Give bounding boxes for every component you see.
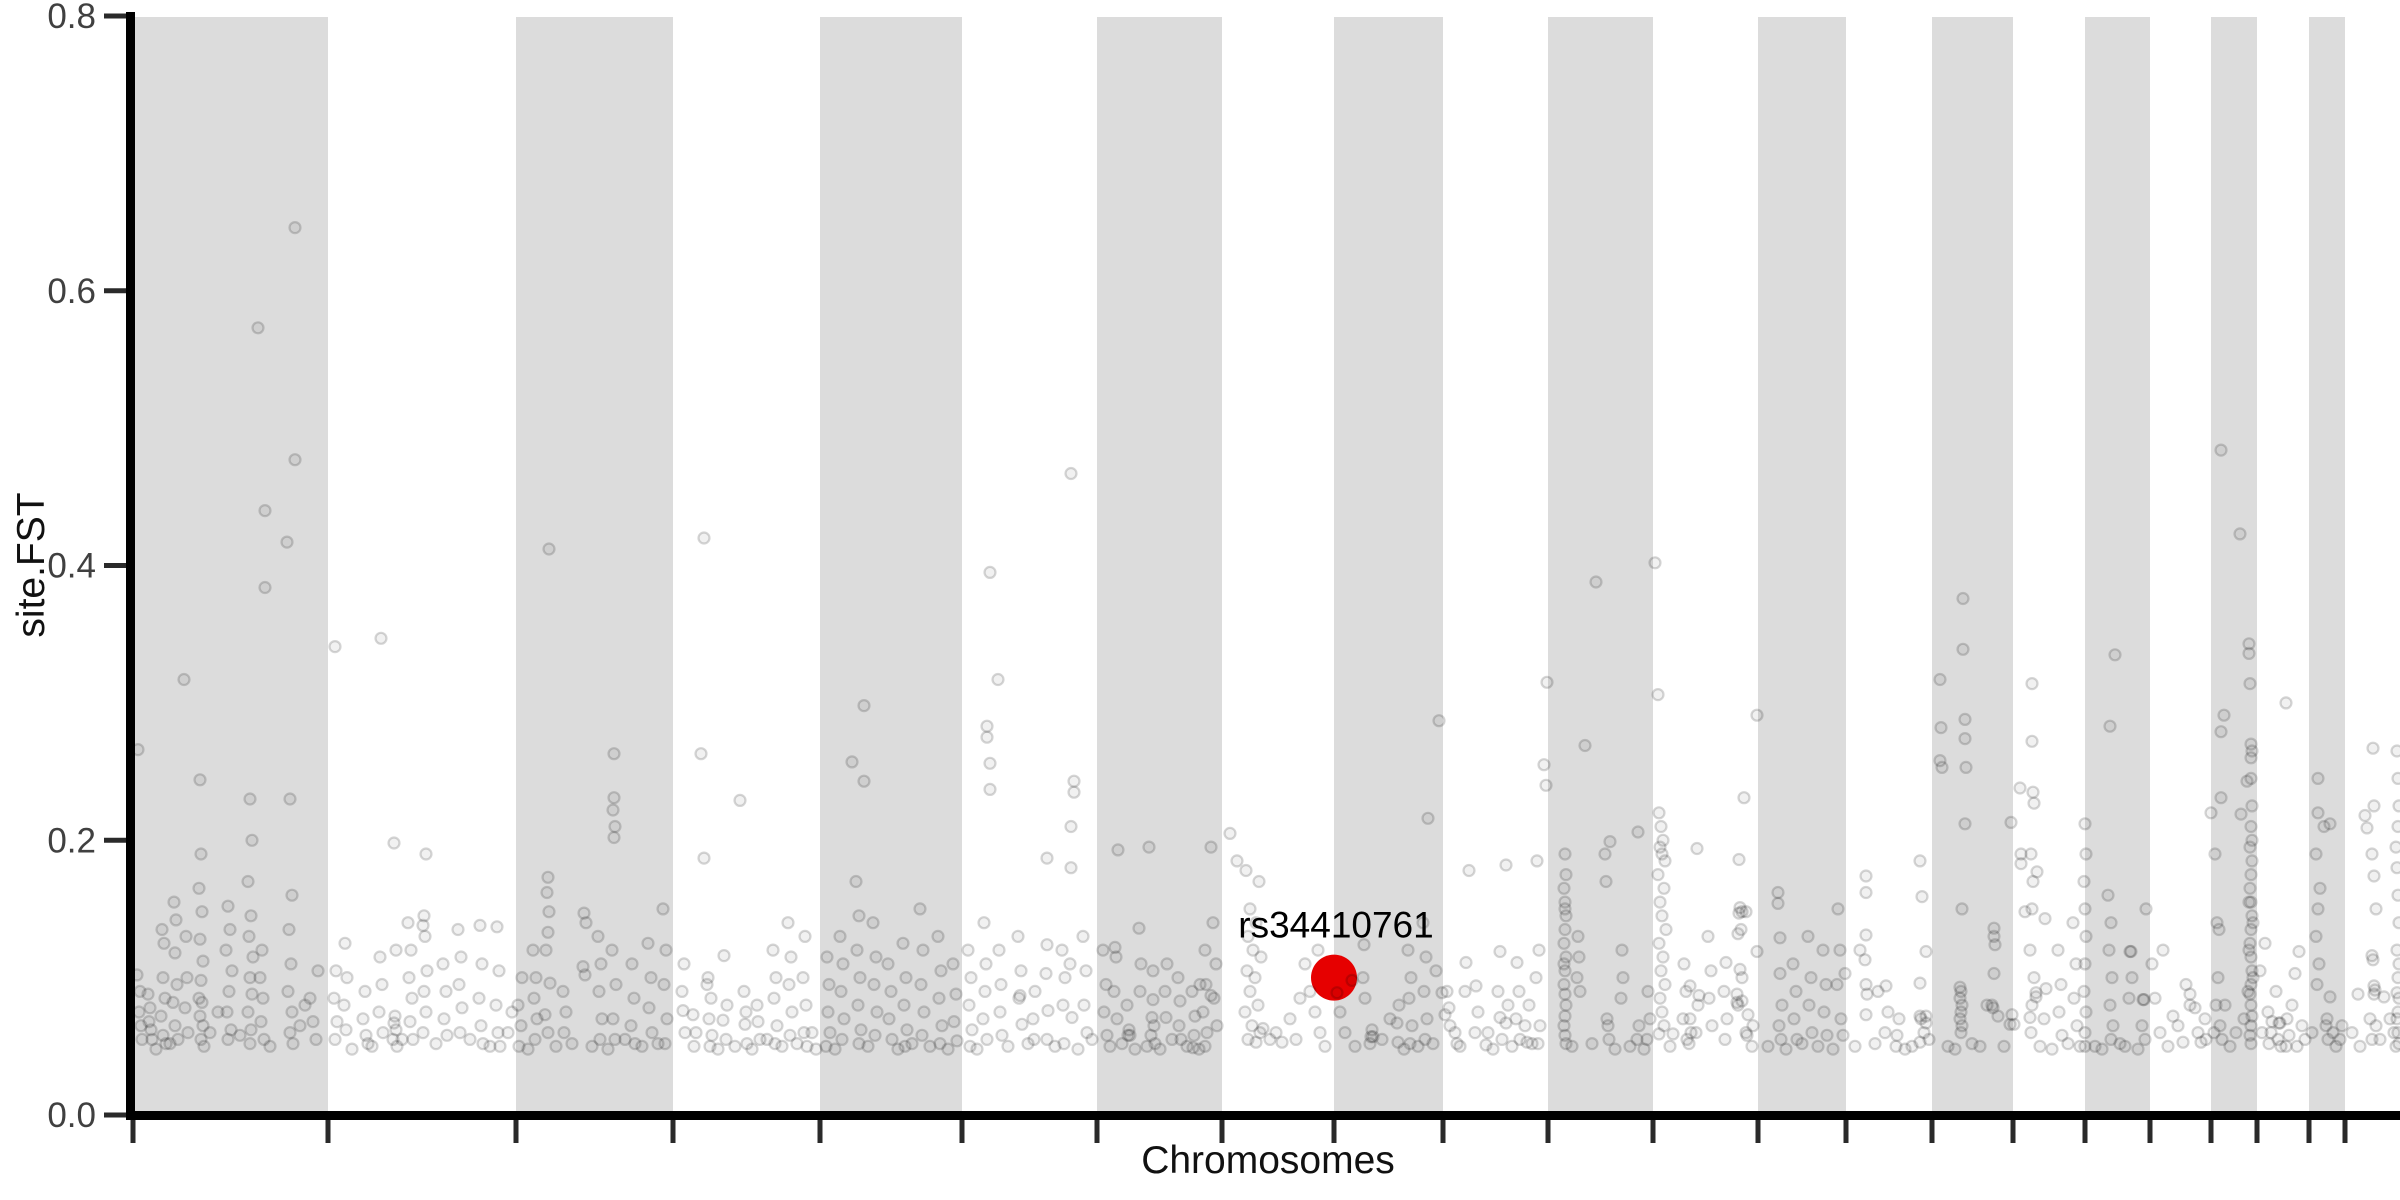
highlight-point bbox=[1311, 954, 1357, 1001]
x-axis-title: Chromosomes bbox=[1141, 1139, 1395, 1182]
axes bbox=[126, 12, 2400, 1120]
y-tick-label: 0.2 bbox=[47, 821, 96, 860]
chromosome-bands bbox=[133, 17, 2345, 1111]
y-tick-label: 0.8 bbox=[47, 0, 96, 36]
x-axis-ticks bbox=[130, 1120, 2348, 1143]
y-tick-label: 0.4 bbox=[47, 547, 96, 586]
scatter-points bbox=[130, 221, 2400, 1056]
y-tick-label: 0.0 bbox=[47, 1096, 96, 1135]
y-axis-ticks bbox=[104, 13, 126, 1118]
y-axis-tick-labels: 0.0 0.2 0.4 0.6 0.8 bbox=[47, 0, 96, 1135]
y-tick-label: 0.6 bbox=[47, 272, 96, 311]
highlight-label: rs34410761 bbox=[1238, 905, 1433, 946]
y-axis-title: site.FST bbox=[10, 492, 53, 637]
